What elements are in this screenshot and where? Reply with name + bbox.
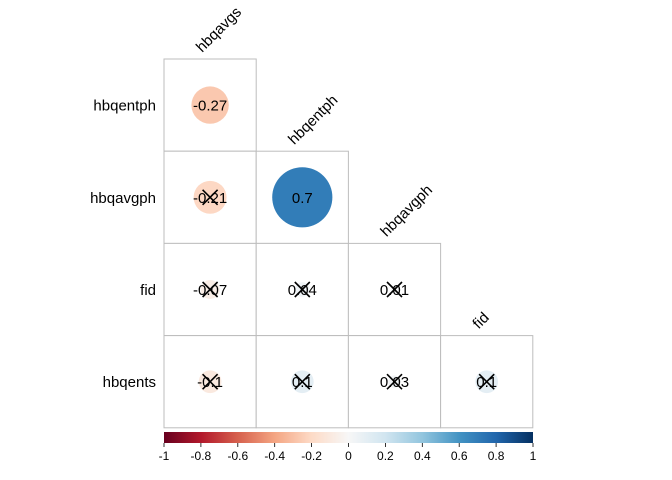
colorbar: -1 -0.8 -0.6 -0.4 -0.2 0 0.2 0.4 0.6 0.8 1 — [159, 432, 537, 463]
corr-cell-hbqentph-hbqavgs: -0.27 — [163, 58, 257, 152]
corr-cell-hbqents-fid: 0.1 — [440, 335, 534, 429]
colorbar-tick-label: 0.2 — [377, 449, 394, 463]
column-label-hbqavgs: hbqavgs — [193, 4, 245, 56]
colorbar-tick-label: 1 — [530, 449, 537, 463]
colorbar-tick-label: 0.8 — [488, 449, 505, 463]
corr-circle — [272, 167, 333, 228]
colorbar-gradient — [164, 432, 533, 443]
column-label-fid: fid — [470, 309, 493, 332]
corr-cell-fid-hbqavgs: -0.07 — [163, 242, 257, 337]
corr-cell-hbqavgph-hbqentph: 0.7 — [255, 150, 349, 244]
corr-value-label: 0.7 — [292, 190, 313, 207]
cells-layer: -0.27-0.210.7-0.070.040.01-0.10.10.030.1 — [163, 58, 534, 429]
colorbar-tick-label: -0.4 — [264, 449, 285, 463]
corr-cell-fid-hbqentph: 0.04 — [255, 242, 349, 337]
colorbar-tick-label: -0.6 — [227, 449, 248, 463]
colorbar-tick-label: 0.4 — [414, 449, 431, 463]
insignificant-cross-mark — [294, 373, 311, 390]
colorbar-tick-label: -1 — [159, 449, 170, 463]
insignificant-cross-mark — [202, 281, 219, 298]
corr-cell-hbqents-hbqavgph: 0.03 — [347, 335, 442, 429]
row-label-hbqavgph: hbqavgph — [90, 190, 156, 207]
corr-cell-hbqents-hbqavgs: -0.1 — [163, 335, 257, 429]
insignificant-cross-mark — [202, 373, 219, 390]
row-label-hbqents: hbqents — [103, 374, 156, 391]
colorbar-tick-label: 0 — [345, 449, 352, 463]
colorbar-tick-label: -0.2 — [301, 449, 322, 463]
row-label-hbqentph: hbqentph — [93, 98, 156, 115]
column-label-hbqentph: hbqentph — [285, 92, 341, 148]
corr-cell-hbqents-hbqentph: 0.1 — [255, 335, 349, 429]
colorbar-tick-label: -0.8 — [191, 449, 212, 463]
insignificant-cross-mark — [386, 281, 403, 298]
corr-cell-hbqavgph-hbqavgs: -0.21 — [163, 150, 257, 244]
colorbar-tick-label: 0.6 — [451, 449, 468, 463]
row-label-fid: fid — [140, 282, 156, 299]
column-label-hbqavgph: hbqavgph — [377, 182, 436, 241]
row-labels: hbqentph hbqavgph fid hbqents — [90, 98, 156, 392]
insignificant-cross-mark — [202, 189, 219, 206]
corr-value-label: -0.27 — [193, 98, 227, 115]
corr-cell-fid-hbqavgph: 0.01 — [347, 242, 442, 337]
insignificant-cross-mark — [478, 373, 495, 390]
corr-circle — [191, 86, 229, 124]
insignificant-cross-mark — [294, 281, 311, 298]
insignificant-cross-mark — [386, 373, 403, 390]
